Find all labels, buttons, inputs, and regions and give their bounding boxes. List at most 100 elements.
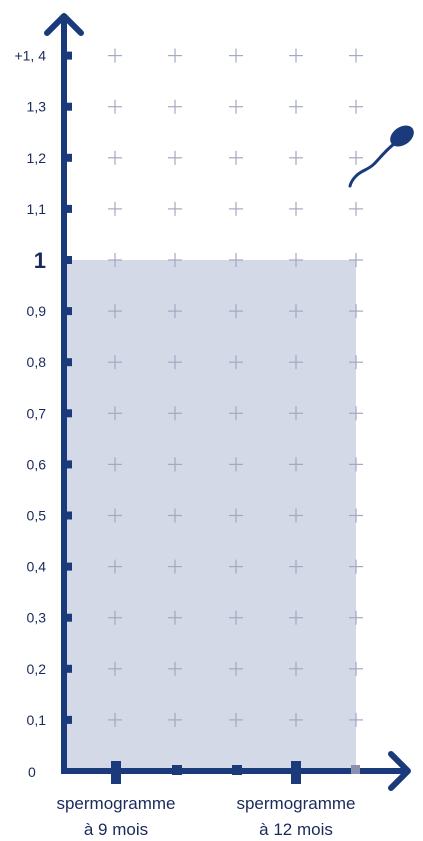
grid-plus [229,304,243,319]
grid-plus [349,150,363,165]
grid-plus [349,457,363,472]
y-tick-mark [64,562,72,571]
grid-plus [168,559,182,574]
y-ticks [64,51,72,724]
grid-markers [108,48,363,727]
sperm-head [390,125,414,147]
category-label-line1: spermogramme [236,794,355,813]
grid-plus [108,48,122,63]
grid-plus [229,457,243,472]
category-label-line2: à 9 mois [84,820,148,839]
y-tick-mark [64,460,72,469]
y-tick-label: 1,2 [27,150,47,166]
y-tick-label: 0,9 [27,303,47,319]
y-tick-label: 0,3 [27,610,47,626]
grid-plus [229,661,243,676]
x-ticks [111,761,360,784]
grid-plus [168,406,182,421]
y-tick-label: 0,5 [27,508,47,524]
y-tick-mark [64,204,72,213]
grid-plus [229,610,243,625]
grid-plus [349,253,363,267]
grid-plus [349,406,363,421]
grid-plus [229,406,243,421]
grid-plus [289,150,303,165]
grid-plus [289,48,303,63]
grid-plus [229,253,243,267]
grid-plus [108,99,122,114]
grid-plus [229,99,243,114]
grid-plus [349,508,363,523]
grid-plus [349,712,363,727]
y-tick-mark [64,409,72,418]
y-tick-label: 0,7 [27,405,47,421]
grid-plus [349,99,363,114]
grid-plus [349,559,363,574]
grid-plus [289,661,303,676]
grid-plus [168,355,182,370]
x-tick-mark-major [111,761,121,784]
y-tick-mark [64,613,72,622]
y-tick-label: 0 [28,764,36,780]
grid-plus [168,99,182,114]
value-region [64,260,356,771]
x-tick-mark-end [351,765,360,774]
grid-plus [289,712,303,727]
grid-plus [349,304,363,319]
grid-plus [289,559,303,574]
grid-plus [168,661,182,676]
grid-plus [289,610,303,625]
grid-plus [229,559,243,574]
y-tick-mark [64,358,72,367]
grid-plus [289,457,303,472]
y-tick-label: 1,3 [27,99,47,115]
grid-plus [289,406,303,421]
grid-plus [229,355,243,370]
y-tick-mark [64,715,72,724]
y-tick-mark [64,153,72,162]
y-tick-mark [64,256,72,264]
grid-plus [349,48,363,63]
grid-plus [289,201,303,216]
category-label-line2: à 12 mois [259,820,333,839]
y-tick-mark [64,307,72,316]
grid-plus [349,201,363,216]
category-label-line1: spermogramme [56,794,175,813]
grid-plus [229,48,243,63]
grid-plus [168,610,182,625]
grid-plus [229,712,243,727]
y-tick-label: 0,2 [27,661,47,677]
grid-plus [349,355,363,370]
y-tick-label: +1, 4 [14,48,46,64]
y-tick-mark [64,102,72,111]
y-tick-mark [64,664,72,673]
y-tick-label: 0,1 [27,712,47,728]
y-tick-labels: 0 0,1 0,2 0,3 0,4 0,5 0,6 0,7 0,8 0,9 1 1,1 1,2 1,3 +1… [14,48,46,780]
grid-plus [168,508,182,523]
grid-plus [108,201,122,216]
grid-plus [108,559,122,574]
grid-plus [289,508,303,523]
grid-plus [108,253,122,267]
y-tick-label: 0,8 [27,354,47,370]
grid-plus [108,508,122,523]
grid-plus [289,355,303,370]
grid-plus [289,99,303,114]
x-axis-arrow [388,751,411,791]
y-tick-label: 1,1 [27,201,47,217]
sperm-tail [348,142,396,188]
grid-plus [229,201,243,216]
grid-plus [229,150,243,165]
grid-plus [289,253,303,267]
grid-plus [168,253,182,267]
y-tick-label: 0,6 [27,456,47,472]
x-tick-mark-major [291,761,301,784]
grid-plus [168,48,182,63]
grid-plus [108,661,122,676]
grid-plus [108,304,122,319]
grid-plus [108,150,122,165]
y-tick-mark [64,51,72,60]
y-tick-label: 1 [34,248,46,273]
x-tick-mark [232,765,242,775]
